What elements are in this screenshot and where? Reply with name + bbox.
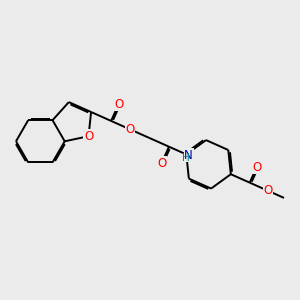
Text: O: O	[84, 130, 93, 143]
Text: O: O	[252, 160, 261, 174]
Text: O: O	[114, 98, 123, 111]
Text: O: O	[263, 184, 273, 197]
Text: O: O	[157, 157, 166, 170]
Text: O: O	[125, 123, 135, 136]
Text: N: N	[184, 149, 193, 162]
Text: H: H	[182, 153, 190, 163]
